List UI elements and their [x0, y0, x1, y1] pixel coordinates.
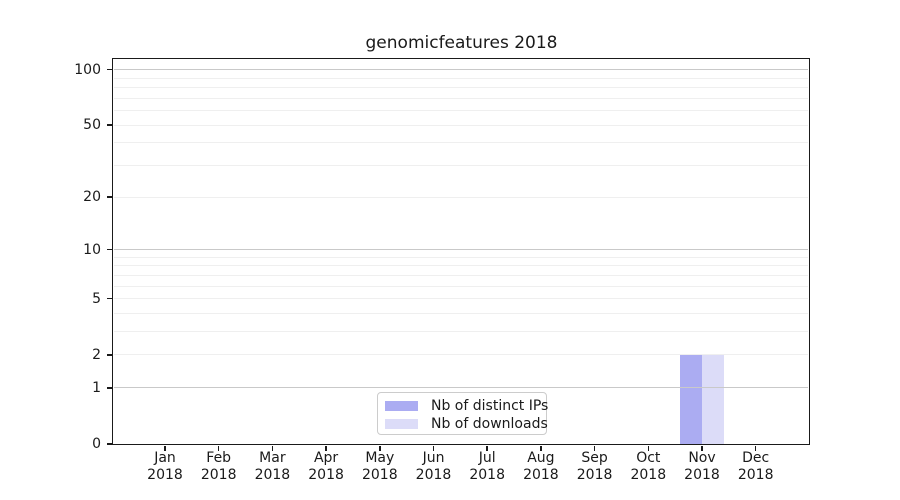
- x-tick-label: Mar 2018: [254, 450, 291, 483]
- minor-gridline: [114, 354, 808, 356]
- x-tick-label: Jun 2018: [415, 450, 452, 483]
- x-tick-label: Feb 2018: [200, 450, 237, 483]
- x-tick-mark: [164, 446, 166, 451]
- downloads-swatch: [385, 418, 418, 429]
- minor-gridline: [114, 110, 808, 112]
- minor-gridline: [114, 331, 808, 333]
- x-tick-label: Jul 2018: [469, 450, 505, 483]
- y-tick-mark: [107, 68, 112, 71]
- y-tick-label: 2: [92, 346, 101, 363]
- x-tick-label: Nov 2018: [684, 450, 720, 483]
- minor-gridline: [114, 77, 808, 79]
- minor-gridline: [114, 256, 808, 258]
- x-tick-label: Apr 2018: [308, 450, 344, 483]
- bar-nb-of-downloads-nov: [702, 354, 724, 444]
- x-tick-mark: [325, 446, 327, 451]
- y-tick-mark: [107, 443, 112, 445]
- legend-item-distinct-ips: Nb of distinct IPs: [385, 397, 549, 414]
- legend-label-distinct-ips: Nb of distinct IPs: [431, 397, 549, 414]
- y-tick-mark: [107, 248, 112, 251]
- y-tick-mark: [107, 297, 112, 300]
- bar-nb-of-distinct-ips-nov: [680, 354, 702, 444]
- minor-gridline: [114, 97, 808, 99]
- minor-gridline: [114, 312, 808, 314]
- major-gridline: [114, 387, 808, 389]
- x-tick-mark: [540, 446, 542, 451]
- minor-gridline: [114, 298, 808, 300]
- y-tick-label: 5: [92, 290, 101, 307]
- y-tick-label: 1: [92, 379, 101, 396]
- y-tick-label: 0: [92, 436, 101, 452]
- minor-gridline: [114, 87, 808, 89]
- x-tick-label: Sep 2018: [576, 450, 613, 483]
- y-tick-mark: [107, 124, 112, 126]
- x-tick-mark: [701, 446, 703, 451]
- distinct-ips-swatch: [385, 400, 418, 411]
- minor-gridline: [114, 265, 808, 267]
- y-tick-label: 20: [83, 189, 101, 206]
- x-tick-mark: [271, 446, 274, 451]
- major-gridline: [114, 69, 808, 71]
- x-tick-mark: [217, 446, 220, 451]
- minor-gridline: [114, 285, 808, 287]
- y-tick-mark: [107, 387, 112, 389]
- major-gridline: [114, 249, 808, 251]
- x-tick-mark: [754, 446, 757, 451]
- x-tick-label: May 2018: [361, 450, 398, 483]
- minor-gridline: [114, 274, 808, 276]
- x-tick-mark: [486, 446, 488, 451]
- legend-item-downloads: Nb of downloads: [385, 415, 548, 432]
- y-tick-label: 100: [74, 61, 101, 78]
- minor-gridline: [114, 165, 808, 166]
- legend: Nb of distinct IPs Nb of downloads: [377, 392, 549, 435]
- y-tick-label: 10: [83, 241, 101, 258]
- y-tick-mark: [107, 354, 112, 356]
- minor-gridline: [114, 142, 808, 144]
- x-tick-label: Aug 2018: [523, 450, 559, 483]
- x-tick-mark: [379, 446, 381, 451]
- y-tick-mark: [107, 196, 112, 198]
- minor-gridline: [114, 124, 808, 126]
- y-tick-label: 50: [83, 117, 101, 134]
- minor-gridline: [114, 196, 808, 198]
- x-tick-label: Oct 2018: [630, 450, 667, 483]
- x-tick-label: Jan 2018: [147, 450, 183, 483]
- x-tick-mark: [593, 446, 596, 451]
- legend-label-downloads: Nb of downloads: [431, 415, 548, 432]
- chart-title: genomicfeatures 2018: [365, 33, 558, 53]
- x-tick-label: Dec 2018: [737, 450, 774, 483]
- x-tick-mark: [647, 446, 650, 451]
- x-tick-mark: [432, 446, 435, 451]
